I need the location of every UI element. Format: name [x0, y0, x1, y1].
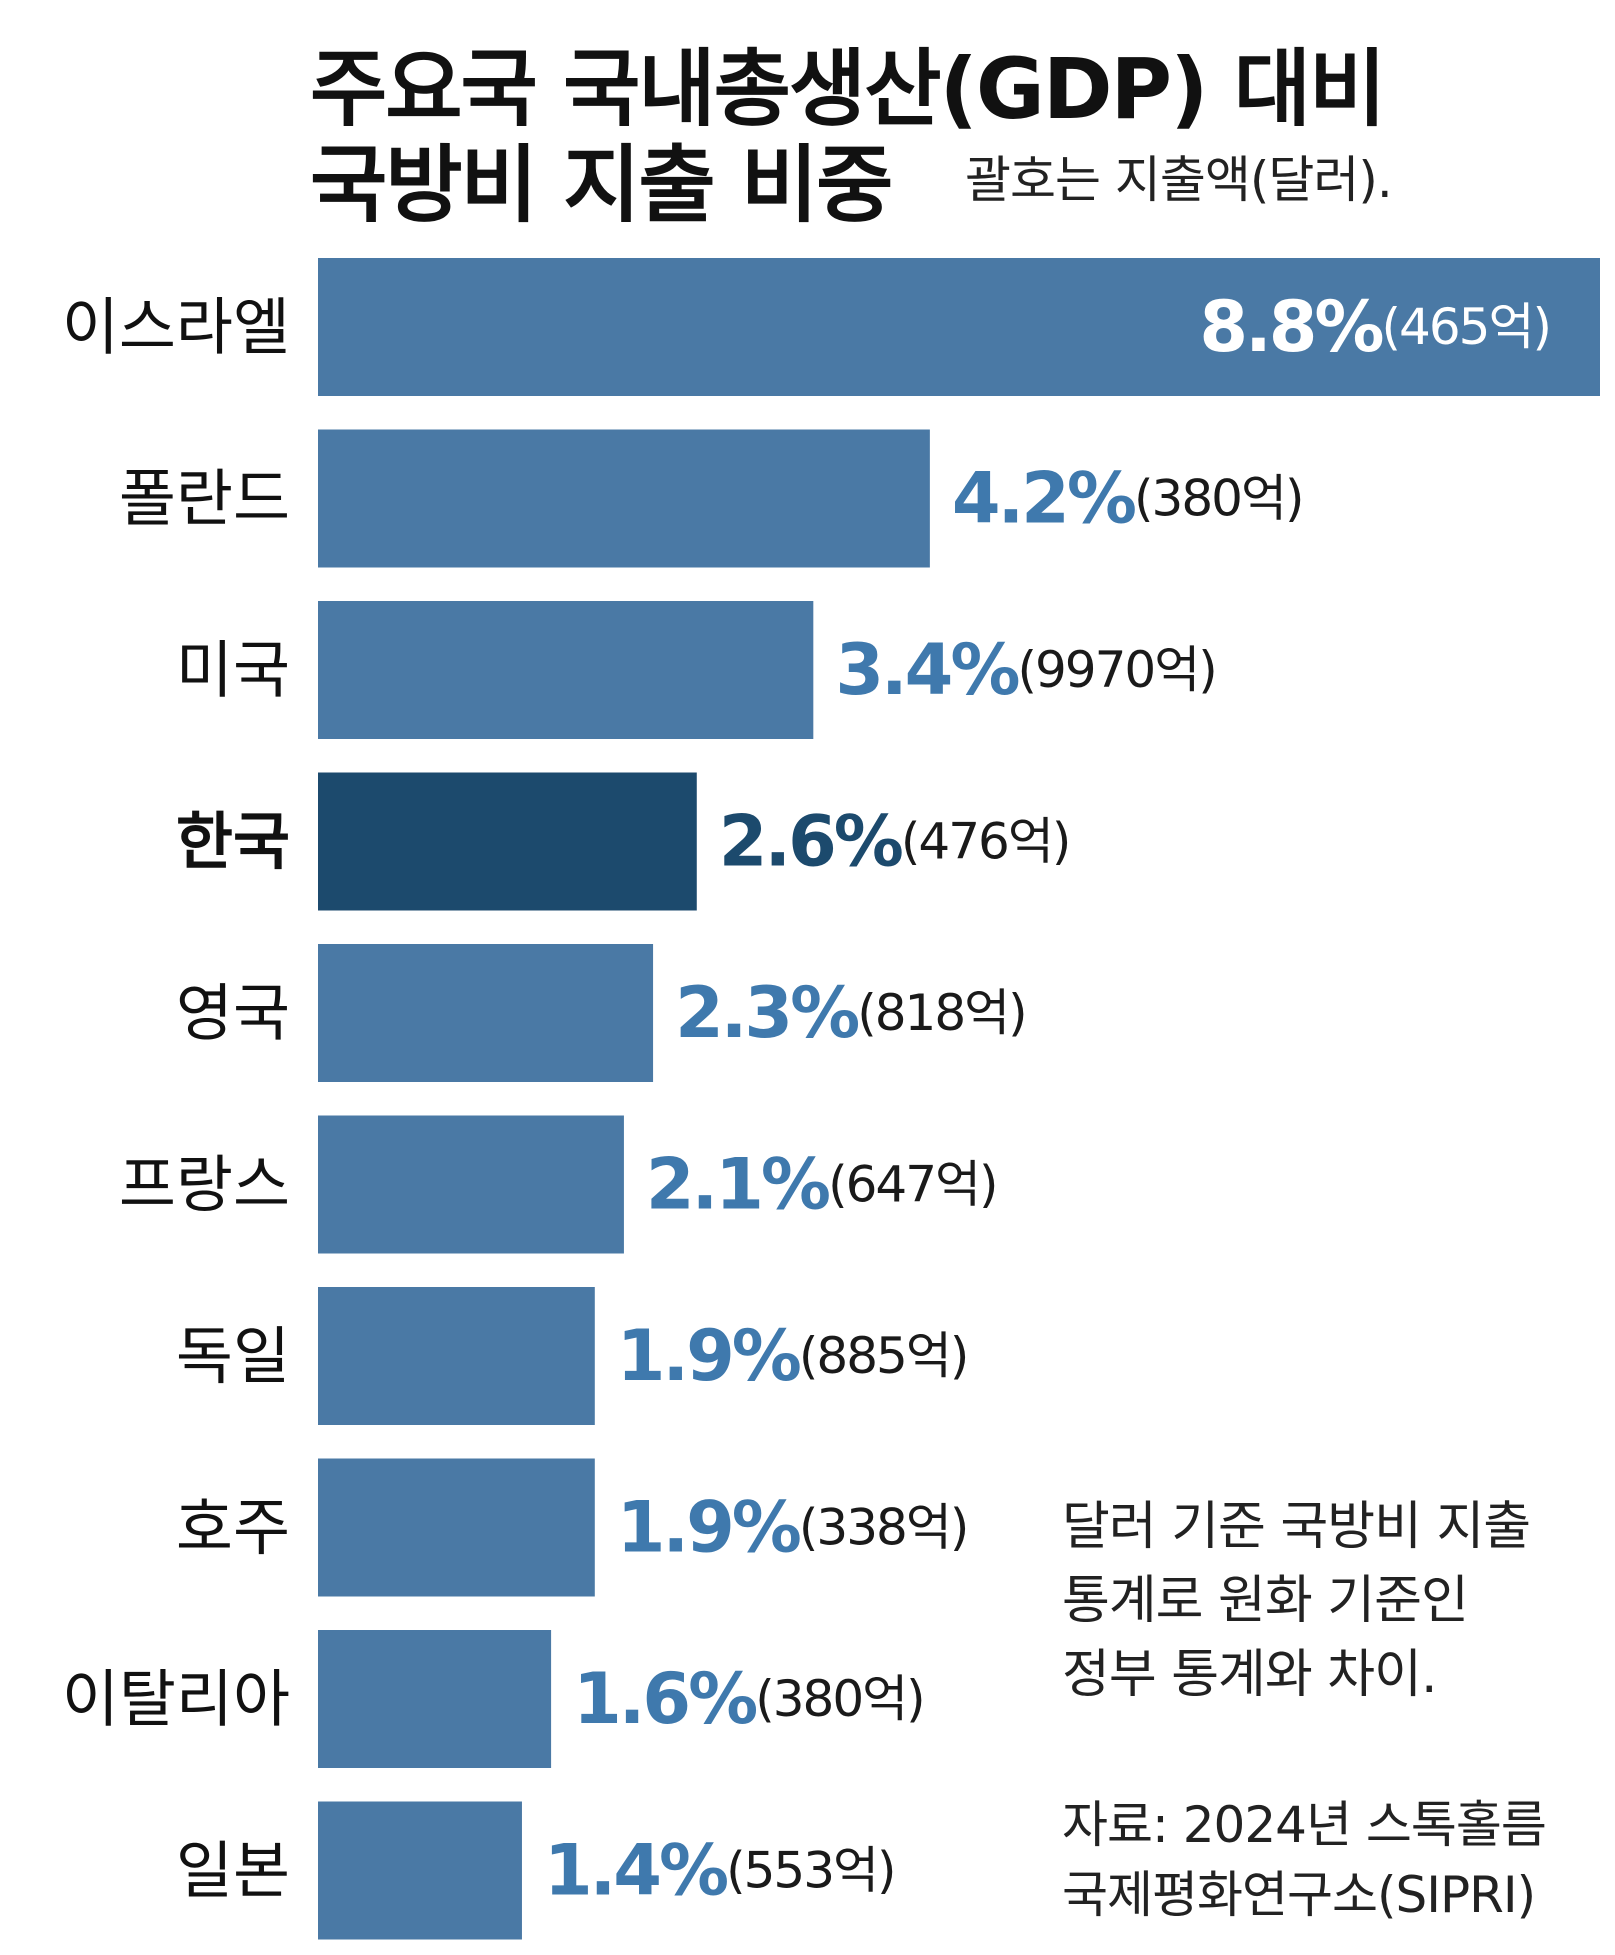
bar	[318, 1801, 522, 1940]
value-label: 1.9%(885억)	[617, 1315, 968, 1397]
source-line: 국제평화연구소(SIPRI)	[1062, 1866, 1536, 1924]
chart-note: 달러 기준 국방비 지출 통계로 원화 기준인 정부 통계와 차이.	[1062, 1490, 1531, 1712]
value-label: 4.2%(380억)	[952, 458, 1303, 540]
bar	[318, 944, 654, 1082]
value-label: 1.4%(553억)	[544, 1830, 895, 1912]
note-line: 정부 통계와 차이.	[1062, 1645, 1437, 1705]
bar	[318, 1630, 552, 1768]
category-label: 한국	[176, 805, 290, 878]
category-label: 호주	[176, 1491, 290, 1564]
bar	[318, 1287, 595, 1425]
chart-source: 자료: 2024년 스톡홀름 국제평화연구소(SIPRI)	[1062, 1790, 1547, 1930]
value-label: 1.6%(380억)	[573, 1658, 924, 1740]
note-line: 통계로 원화 기준인	[1062, 1571, 1469, 1631]
category-label: 독일	[176, 1320, 290, 1393]
category-label: 일본	[176, 1834, 290, 1907]
chart-subtitle: 괄호는 지출액(달러).	[965, 151, 1393, 209]
value-label: 2.3%(818억)	[675, 972, 1026, 1054]
chart-title-line-1: 주요국 국내총생산(GDP) 대비	[310, 40, 1386, 138]
bar	[318, 258, 1600, 396]
category-label: 이탈리아	[62, 1663, 290, 1736]
bar	[318, 429, 930, 568]
chart-title-line-2: 국방비 지출 비중	[310, 136, 893, 234]
value-label: 1.9%(338억)	[617, 1487, 968, 1569]
bar	[318, 1115, 624, 1254]
bar	[318, 601, 814, 739]
value-label: 2.1%(647억)	[646, 1144, 997, 1226]
category-label: 폴란드	[119, 462, 290, 535]
category-label: 영국	[176, 977, 290, 1050]
category-label: 이스라엘	[62, 291, 290, 364]
category-label: 미국	[176, 634, 290, 707]
value-label: 2.6%(476억)	[719, 801, 1070, 883]
note-line: 달러 기준 국방비 지출	[1062, 1497, 1531, 1557]
bar	[318, 1458, 595, 1597]
bar	[318, 772, 697, 911]
value-label: 8.8%(465억)	[1199, 286, 1550, 368]
value-label: 3.4%(9970억)	[835, 629, 1215, 711]
source-line: 자료: 2024년 스톡홀름	[1062, 1796, 1547, 1854]
category-label: 프랑스	[119, 1148, 290, 1221]
